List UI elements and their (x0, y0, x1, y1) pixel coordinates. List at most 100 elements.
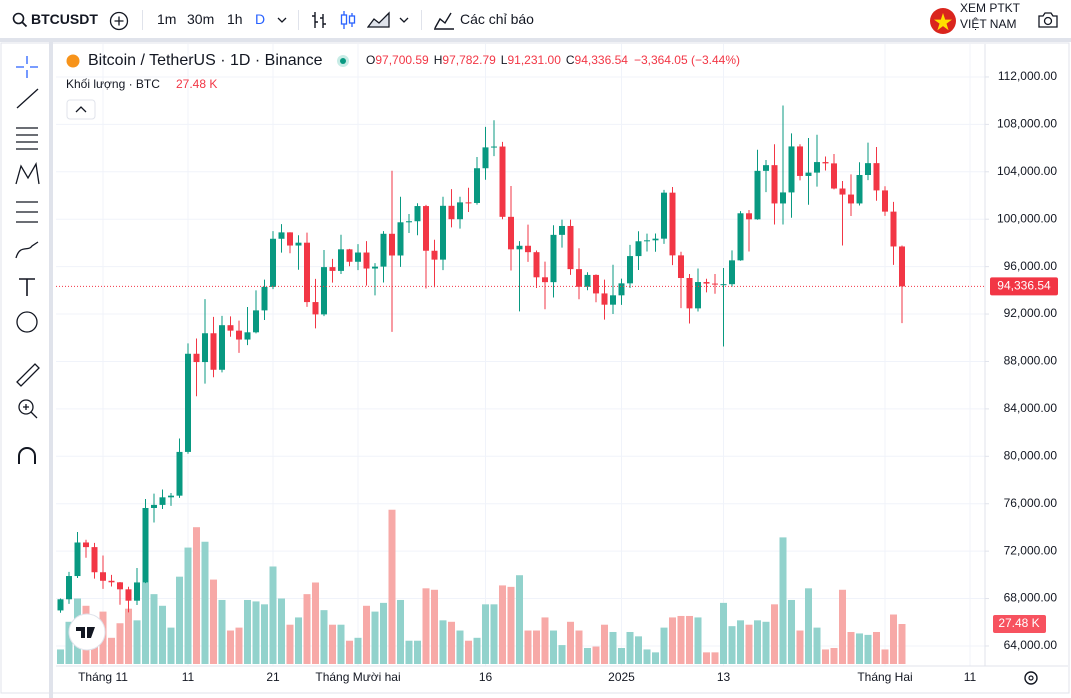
last-price-label: 94,336.54 (997, 279, 1051, 293)
candle-body (890, 211, 897, 247)
top-toolbar: BTCUSDT 1m 30m 1h D Các chỉ báo XEM PTKT… (0, 0, 1071, 42)
interval[interactable]: 1m (157, 11, 177, 27)
area-type-icon[interactable] (367, 11, 391, 29)
magnet-tool[interactable] (18, 447, 36, 464)
h-value: 97,782.79 (442, 53, 496, 67)
volume-bar (286, 624, 294, 664)
candle-body (66, 576, 72, 600)
volume-bar (643, 649, 651, 664)
y-tick-label: 76,000.00 (1004, 496, 1058, 510)
volume-bar (873, 631, 880, 664)
search-icon[interactable] (12, 12, 28, 28)
candle-body (117, 582, 123, 590)
y-tick-label: 96,000.00 (1004, 259, 1058, 273)
volume-bar (125, 608, 132, 664)
interval[interactable]: 1h (227, 11, 243, 27)
fib-tool[interactable] (16, 127, 38, 150)
separator (142, 10, 143, 30)
candle-body (695, 282, 701, 309)
volume-value: 27.48 K (176, 77, 217, 91)
y-tick-label: 108,000.00 (997, 117, 1057, 131)
candle-body (618, 283, 625, 296)
symbol[interactable]: BTCUSDT (31, 11, 98, 27)
interval-menu[interactable] (277, 16, 287, 24)
candle-body (899, 246, 905, 287)
candle-body (142, 507, 149, 583)
volume-bar (116, 623, 124, 664)
brush-tool[interactable] (15, 241, 39, 259)
indicators-icon[interactable] (433, 10, 455, 30)
collapse-button[interactable] (66, 99, 96, 120)
candle-body (856, 174, 863, 204)
add-symbol[interactable] (109, 11, 129, 31)
candle-type-icon[interactable] (339, 10, 357, 30)
indicators[interactable]: Các chỉ báo (460, 11, 534, 27)
x-tick-label: 13 (717, 670, 731, 684)
emoji-tool[interactable] (16, 311, 38, 333)
candle-body (686, 278, 693, 309)
candle-body (372, 266, 378, 269)
candle-body (253, 310, 259, 333)
volume-bar (771, 604, 778, 664)
projection-tool[interactable] (16, 201, 38, 223)
volume-bar (167, 627, 175, 664)
interval[interactable]: 30m (187, 11, 215, 27)
candle-body (610, 295, 616, 305)
volume-bar (108, 637, 115, 664)
candle-body (346, 249, 353, 262)
candle-body (168, 495, 174, 498)
interval-active[interactable]: D (255, 11, 266, 27)
promo-logo[interactable] (929, 7, 957, 35)
candle-body (839, 188, 846, 195)
zoom-tool[interactable] (18, 399, 34, 415)
candle-body (831, 163, 837, 189)
y-tick-label: 92,000.00 (1004, 306, 1058, 320)
candle-body (814, 162, 820, 173)
volume-bar (839, 589, 846, 664)
frame (0, 42, 1070, 694)
volume-bar (796, 630, 804, 664)
volume-bar (601, 624, 608, 664)
volume-bar (618, 647, 625, 664)
drawing-tools (15, 56, 40, 464)
ruler-tool[interactable] (16, 363, 40, 387)
candle-body (627, 256, 633, 284)
candle-body (355, 252, 361, 262)
volume-bar (550, 630, 557, 664)
candle-body (678, 255, 684, 279)
y-tick-label: 88,000.00 (1004, 354, 1058, 368)
crosshair-tool[interactable] (16, 56, 38, 78)
snapshot-icon[interactable] (1037, 11, 1059, 29)
candle-body (737, 213, 744, 261)
line-tool[interactable] (16, 88, 39, 109)
candle-body (227, 325, 234, 331)
volume-bar (448, 621, 455, 664)
pattern-tool[interactable] (15, 162, 40, 185)
settings-icon[interactable] (1024, 671, 1038, 685)
promo-line[interactable]: XEM PTKT (960, 1, 1021, 15)
volume-bar (881, 649, 889, 664)
volume-bar (490, 604, 498, 664)
volume-bar (337, 624, 345, 664)
volume-bar (371, 611, 379, 664)
y-tick-label: 104,000.00 (997, 164, 1057, 178)
candle-body (431, 250, 438, 260)
text-tool[interactable] (19, 278, 35, 296)
y-tick-label: 84,000.00 (1004, 401, 1058, 415)
candle-body (771, 165, 778, 204)
x-tick-label: 2025 (608, 670, 635, 684)
volume-bar (227, 630, 234, 664)
volume-bar (669, 617, 676, 664)
separator (421, 10, 422, 30)
bar-type-icon[interactable] (310, 10, 328, 30)
c-key: C (566, 53, 575, 67)
candle-body (542, 277, 548, 283)
candle-body (669, 192, 676, 256)
volume-bar (482, 604, 489, 664)
promo-line[interactable]: VIỆT NAM (960, 17, 1017, 31)
candle-body (797, 146, 803, 176)
chart-type-menu[interactable] (399, 16, 409, 24)
separator (298, 10, 299, 30)
volume-bar (524, 630, 532, 664)
candle-body (848, 194, 854, 204)
